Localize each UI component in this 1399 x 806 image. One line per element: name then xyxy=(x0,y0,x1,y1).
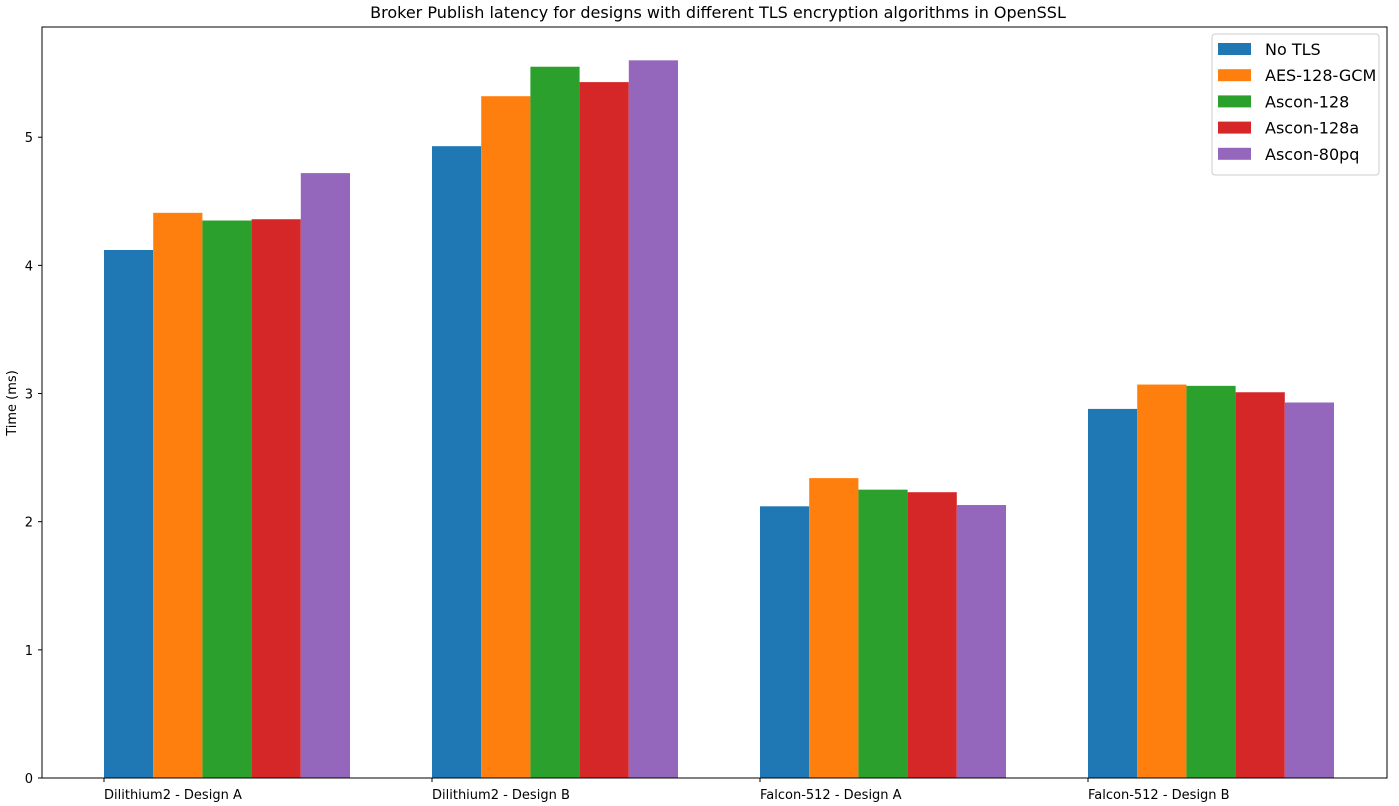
x-tick-label: Falcon-512 - Design B xyxy=(1088,788,1230,803)
bar xyxy=(956,505,1006,778)
bar xyxy=(251,219,301,779)
bar xyxy=(628,60,678,778)
bar xyxy=(760,506,810,778)
y-tick-label: 2 xyxy=(25,516,33,531)
bars-group xyxy=(104,60,1334,779)
legend-label: AES-128-GCM xyxy=(1265,66,1376,85)
bar xyxy=(202,220,252,778)
bar xyxy=(481,96,531,778)
x-axis: Dilithium2 - Design A Dilithium2 - Design… xyxy=(103,778,1230,803)
bar xyxy=(579,82,629,779)
bar xyxy=(104,249,154,779)
y-axis: 0 1 2 3 4 5 xyxy=(25,131,42,787)
y-tick-label: 5 xyxy=(25,131,33,146)
y-tick-label: 0 xyxy=(25,772,33,787)
legend-swatch xyxy=(1218,147,1251,160)
legend-swatch xyxy=(1218,43,1251,55)
legend: No TLS AES-128-GCM Ascon-128 Ascon-128a Asco… xyxy=(1211,33,1380,176)
legend-label: Ascon-128a xyxy=(1265,119,1359,138)
bar xyxy=(1235,392,1285,778)
y-tick-label: 3 xyxy=(25,388,33,403)
bar xyxy=(1137,384,1187,778)
bar xyxy=(1186,385,1236,778)
bar xyxy=(153,212,203,778)
y-tick-label: 1 xyxy=(25,644,33,659)
bar xyxy=(1088,408,1138,778)
chart-title: Broker Publish latency for designs with … xyxy=(370,3,1066,22)
x-tick-label: Falcon-512 - Design A xyxy=(760,788,902,803)
legend-swatch xyxy=(1218,95,1251,108)
bar xyxy=(432,146,482,778)
bar xyxy=(858,489,908,778)
plot-frame xyxy=(41,26,1388,779)
x-tick-label: Dilithium2 - Design A xyxy=(104,788,242,803)
bar xyxy=(1284,402,1334,778)
y-tick-label: 4 xyxy=(25,259,33,274)
legend-swatch xyxy=(1218,121,1251,134)
y-axis-label: Time (ms) xyxy=(5,370,20,437)
bar xyxy=(300,173,350,779)
legend-label: Ascon-80pq xyxy=(1265,145,1359,164)
bar xyxy=(809,478,859,778)
legend-swatch xyxy=(1218,69,1251,82)
x-tick-label: Dilithium2 - Design B xyxy=(432,788,570,803)
legend-label: No TLS xyxy=(1265,40,1321,59)
bar xyxy=(530,66,580,779)
legend-label: Ascon-128 xyxy=(1265,92,1349,111)
legend-box xyxy=(1211,33,1380,176)
bar xyxy=(907,492,957,778)
